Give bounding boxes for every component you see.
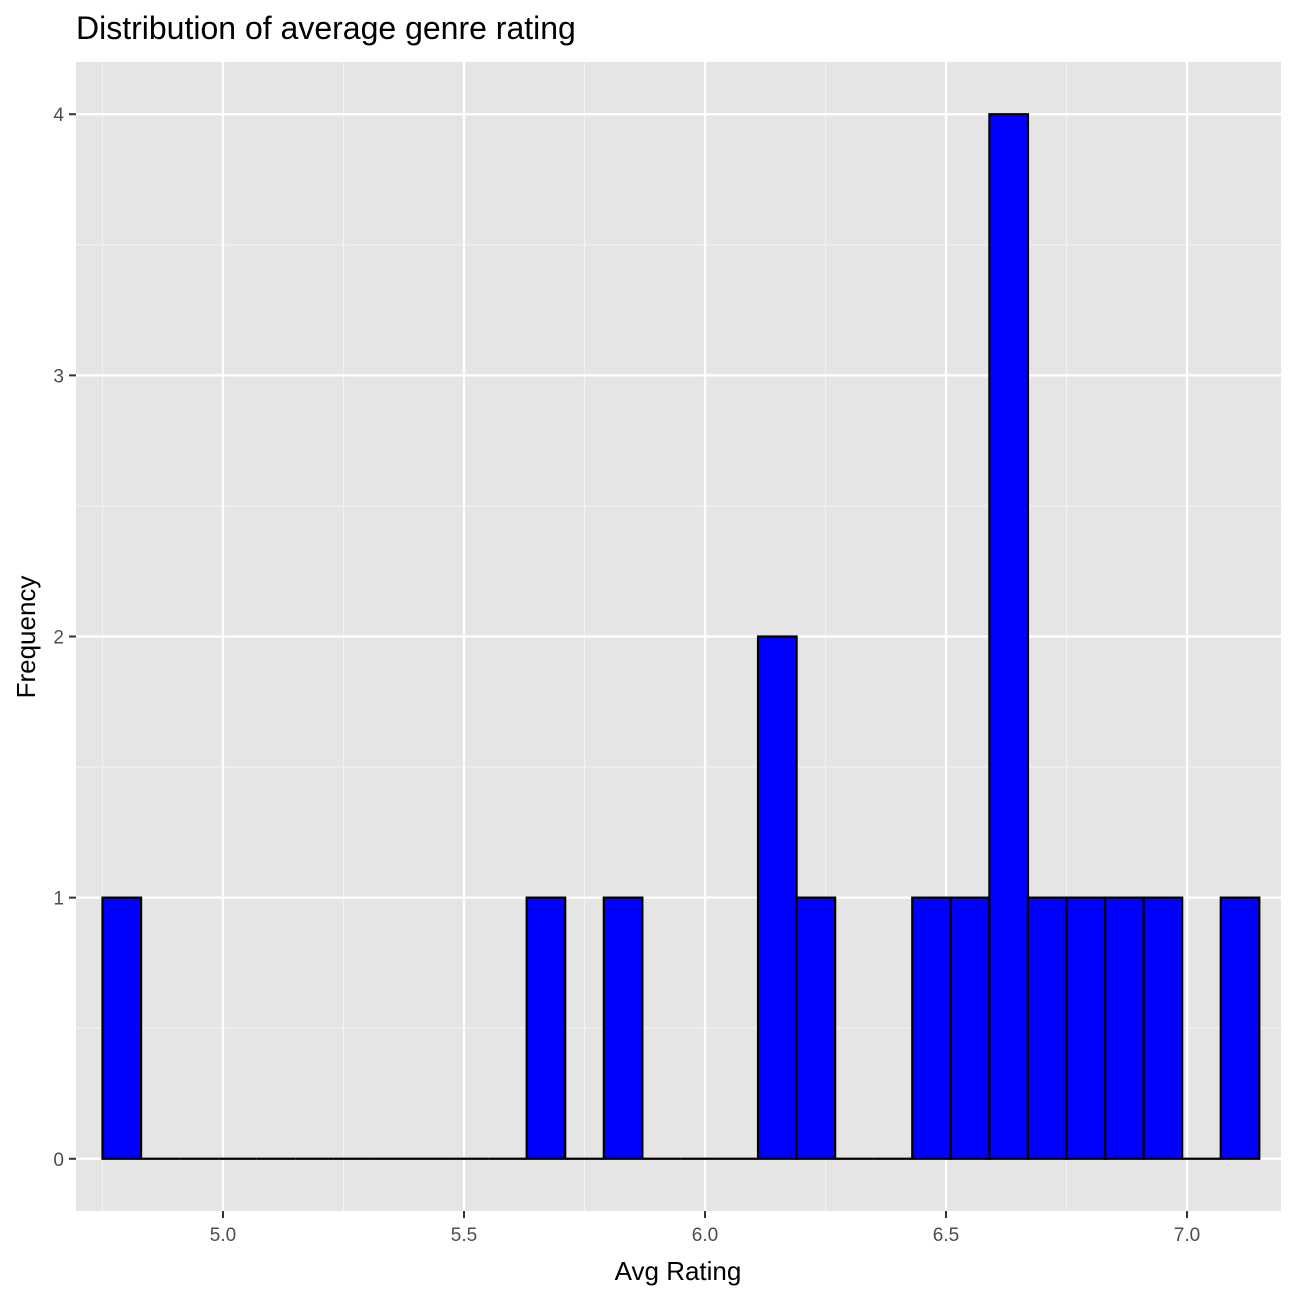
histogram-bar <box>525 896 567 1160</box>
histogram-bar <box>1026 896 1068 1160</box>
x-tick-label: 5.5 <box>451 1225 477 1246</box>
histogram-bar <box>795 896 837 1160</box>
y-tick-label: 4 <box>53 105 64 126</box>
histogram-bar <box>911 896 952 1160</box>
histogram-bar <box>1103 896 1145 1160</box>
y-tick-label: 1 <box>53 889 64 910</box>
histogram-bar <box>1142 896 1184 1160</box>
histogram-bar <box>602 896 644 1160</box>
histogram-bar <box>1219 896 1261 1160</box>
histogram-bar <box>101 896 143 1160</box>
x-tick-label: 6.5 <box>933 1225 959 1246</box>
x-tick-label: 7.0 <box>1174 1225 1200 1246</box>
y-axis-ticks: 0 1 2 3 4 <box>53 105 76 1171</box>
chart-title: Distribution of average genre rating <box>76 10 576 46</box>
histogram-bar <box>949 896 991 1160</box>
y-tick-label: 3 <box>53 366 64 387</box>
x-axis-title: Avg Rating <box>615 1256 742 1286</box>
histogram-bar <box>1065 896 1107 1160</box>
x-axis-ticks: 5.0 5.5 6.0 6.5 7.0 <box>210 1211 1200 1246</box>
y-tick-label: 0 <box>53 1150 64 1171</box>
histogram-bar <box>756 635 798 1160</box>
histogram-bar <box>988 113 1030 1160</box>
x-tick-label: 5.0 <box>210 1225 236 1246</box>
y-axis-title: Frequency <box>11 576 41 699</box>
y-tick-label: 2 <box>53 628 64 649</box>
x-tick-label: 6.0 <box>692 1225 718 1246</box>
histogram-bars <box>101 113 1261 1160</box>
